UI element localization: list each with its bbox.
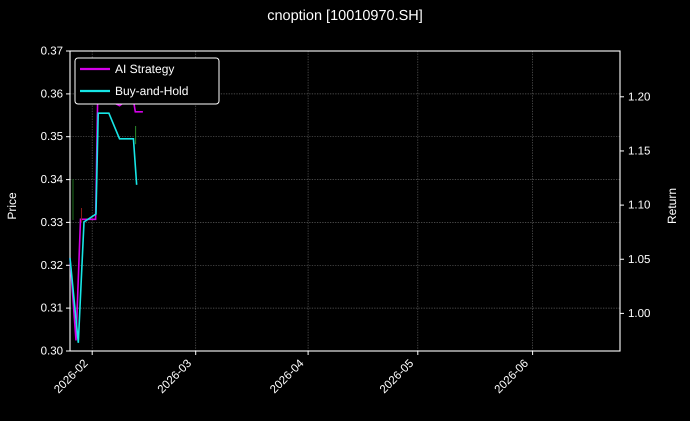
svg-text:AI Strategy: AI Strategy <box>115 62 174 76</box>
svg-text:2026-05: 2026-05 <box>378 358 416 396</box>
svg-text:1.20: 1.20 <box>628 91 650 103</box>
svg-text:1.05: 1.05 <box>628 254 650 266</box>
svg-text:1.10: 1.10 <box>628 200 650 212</box>
svg-text:0.35: 0.35 <box>41 131 63 143</box>
svg-text:Return: Return <box>665 188 679 224</box>
svg-text:Buy-and-Hold: Buy-and-Hold <box>115 84 188 98</box>
svg-text:2026-02: 2026-02 <box>52 358 90 396</box>
svg-text:0.37: 0.37 <box>41 46 63 58</box>
svg-text:0.34: 0.34 <box>41 174 64 186</box>
svg-text:0.32: 0.32 <box>41 260 63 272</box>
svg-text:0.31: 0.31 <box>41 303 63 315</box>
svg-text:1.15: 1.15 <box>628 145 650 157</box>
svg-text:Price: Price <box>5 192 19 220</box>
svg-text:0.33: 0.33 <box>41 217 63 229</box>
svg-text:2026-03: 2026-03 <box>156 358 194 396</box>
svg-text:2026-06: 2026-06 <box>493 358 531 396</box>
svg-text:2026-04: 2026-04 <box>268 357 307 396</box>
svg-text:0.36: 0.36 <box>41 88 63 100</box>
svg-text:1.00: 1.00 <box>628 308 650 320</box>
svg-text:0.30: 0.30 <box>41 346 63 358</box>
